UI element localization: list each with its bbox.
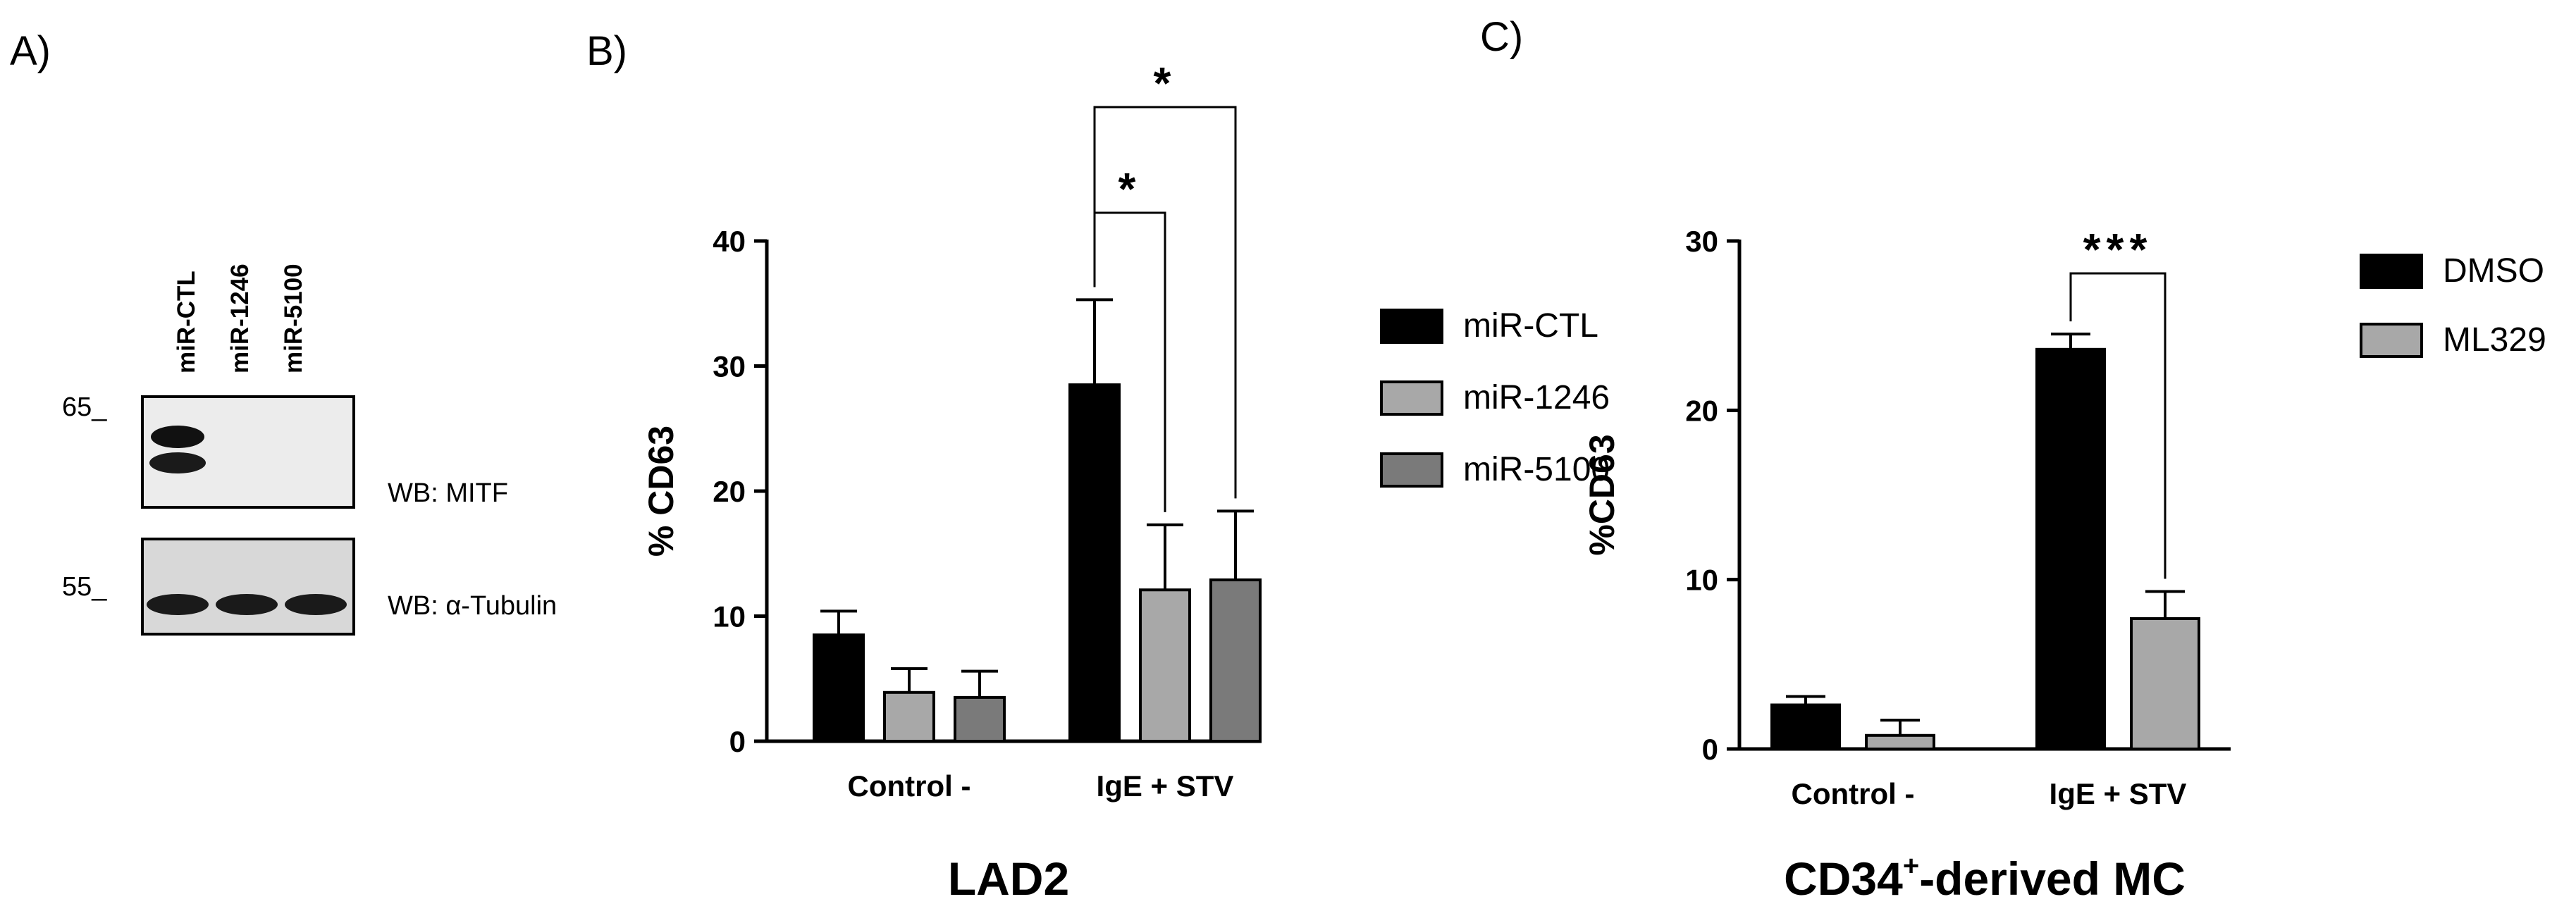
bar-mir-5100-ige-stv <box>1209 578 1262 743</box>
legend-label-dmso: DMSO <box>2443 252 2544 290</box>
y-axis-title: %CD63 <box>1582 434 1622 555</box>
blot-tubulin-band-1 <box>147 594 209 615</box>
significance-label-1: *** <box>2083 224 2153 275</box>
bar-mir-5100-control <box>954 695 1006 743</box>
panel-c-footer: CD34+-derived MC <box>1784 850 2186 905</box>
blot-marker-55: 55_ <box>62 572 107 602</box>
bar-mir-1246-control <box>883 690 935 743</box>
significance-label-2: * <box>1154 58 1177 109</box>
bar-dmso-ige-stv <box>2035 347 2106 750</box>
y-tick-label-10: 10 <box>1685 564 1718 597</box>
panel-b-label: B) <box>586 28 627 74</box>
significance-label-1: * <box>1118 163 1142 214</box>
legend-swatch-dmso <box>2360 254 2423 289</box>
significance-bracket-2 <box>1093 106 1237 499</box>
lane-label-mir-ctl: miR-CTL <box>173 271 200 373</box>
panel-a-label: A) <box>10 28 51 74</box>
blot-label-mitf: WB: MITF <box>388 478 508 508</box>
lane-label-mir-5100: miR-5100 <box>280 264 307 373</box>
bar-mir-ctl-ige-stv <box>1068 383 1121 743</box>
blot-tubulin-band-2 <box>216 594 278 615</box>
y-tick-label-0: 0 <box>1702 733 1718 766</box>
chart-cd34-mc: 0 10 20 30 %CD63 Control - IgE + STV *** DMSO ML3… <box>1582 224 2546 810</box>
panel-b-footer: LAD2 <box>948 853 1069 905</box>
legend-label-mir-ctl: miR-CTL <box>1463 307 1598 345</box>
bar-dmso-control <box>1770 703 1841 750</box>
x-tick-label-ige-stv: IgE + STV <box>2050 777 2187 810</box>
legend-swatch-mir-5100 <box>1380 452 1443 488</box>
panel-a: A) miR-CTL miR-1246 miR-5100 65_ WB: MIT… <box>10 28 557 636</box>
y-tick-label-30: 30 <box>713 350 746 383</box>
y-tick-label-10: 10 <box>713 600 746 633</box>
y-tick-label-20: 20 <box>713 475 746 508</box>
blot-mitf-frame <box>141 395 355 509</box>
blot-mitf-band-upper <box>151 426 204 448</box>
legend-label-mir-1246: miR-1246 <box>1463 379 1610 416</box>
blot-tubulin-band-3 <box>285 594 347 615</box>
bar-ml329-control <box>1865 733 1935 750</box>
bar-mir-ctl-control <box>813 633 865 743</box>
x-tick-label-ige-stv: IgE + STV <box>1097 769 1234 803</box>
legend-swatch-ml329 <box>2360 323 2423 358</box>
legend-label-ml329: ML329 <box>2443 321 2546 359</box>
significance-bracket-1 <box>2069 272 2167 579</box>
y-tick-label-30: 30 <box>1685 225 1718 258</box>
blot-mitf-band-lower <box>149 452 206 473</box>
panel-c-footer-main: CD34 <box>1784 853 1903 905</box>
x-tick-label-control: Control - <box>848 769 971 803</box>
lane-label-mir-1246: miR-1246 <box>226 264 254 373</box>
x-tick-label-control: Control - <box>1792 777 1915 810</box>
panel-c-footer-sup: + <box>1903 850 1919 881</box>
chart-lad2: 0 10 20 30 40 % CD63 Control - IgE + STV * * miR-C… <box>641 58 1610 803</box>
legend-swatch-mir-1246 <box>1380 380 1443 416</box>
blot-label-tubulin: WB: α-Tubulin <box>388 591 557 621</box>
y-axis-title: % CD63 <box>641 426 681 557</box>
legend-label-mir-5100: miR-5100 <box>1463 451 1610 488</box>
panel-c-label: C) <box>1480 14 1523 60</box>
blot-tubulin-frame <box>141 538 355 636</box>
blot-tubulin <box>141 538 355 636</box>
blot-marker-65: 65_ <box>62 392 107 422</box>
y-tick-label-0: 0 <box>729 725 746 758</box>
blot-mitf <box>141 395 355 509</box>
legend-swatch-mir-ctl <box>1380 309 1443 344</box>
bar-ml329-ige-stv <box>2130 617 2200 751</box>
bar-mir-1246-ige-stv <box>1139 588 1191 743</box>
y-tick-label-40: 40 <box>713 225 746 258</box>
y-tick-label-20: 20 <box>1685 394 1718 427</box>
panel-c-footer-rest: -derived MC <box>1919 853 2186 905</box>
